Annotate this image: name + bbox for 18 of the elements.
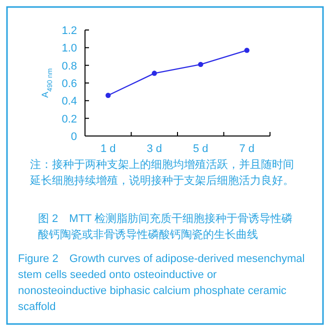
x-tick-label: 5 d: [192, 143, 208, 155]
x-tick-label: 3 d: [146, 143, 162, 155]
point: [152, 70, 157, 76]
y-tick-label: 0.2: [62, 113, 77, 126]
y-tick-label: 0.4: [62, 96, 77, 108]
y-tick-label: 0.6: [62, 78, 77, 90]
caption: Figure 2 Growth curves of adipose-derived mesenchymal stem cells seeded onto osteoinductive or nonosteoinductive biphasic calcium phosphate ceramic scaffold: [18, 253, 308, 313]
caption: 图 2 MTT 检测脂肪间充质干细胞接种于骨诱导性磷酸钙陶瓷或非骨诱导性磷酸钙陶瓷的生长曲线: [38, 212, 293, 241]
x-tick-label: 1 d: [100, 143, 116, 155]
y-tick-label: 1.0: [62, 42, 77, 55]
x-tick-label: 7 d: [239, 143, 255, 155]
y-tick-label: 1.2: [62, 25, 77, 37]
y-tick-label: 0.8: [62, 60, 77, 72]
point: [106, 92, 111, 98]
y-tick-label: 0: [70, 131, 77, 143]
point: [244, 48, 250, 53]
point: [198, 62, 204, 68]
text: 注：接种于两种支架上的细胞均增殖活跃，并且随时间延长细胞持续增殖，说明接种于支架后细胞活力良好。: [29, 158, 294, 187]
